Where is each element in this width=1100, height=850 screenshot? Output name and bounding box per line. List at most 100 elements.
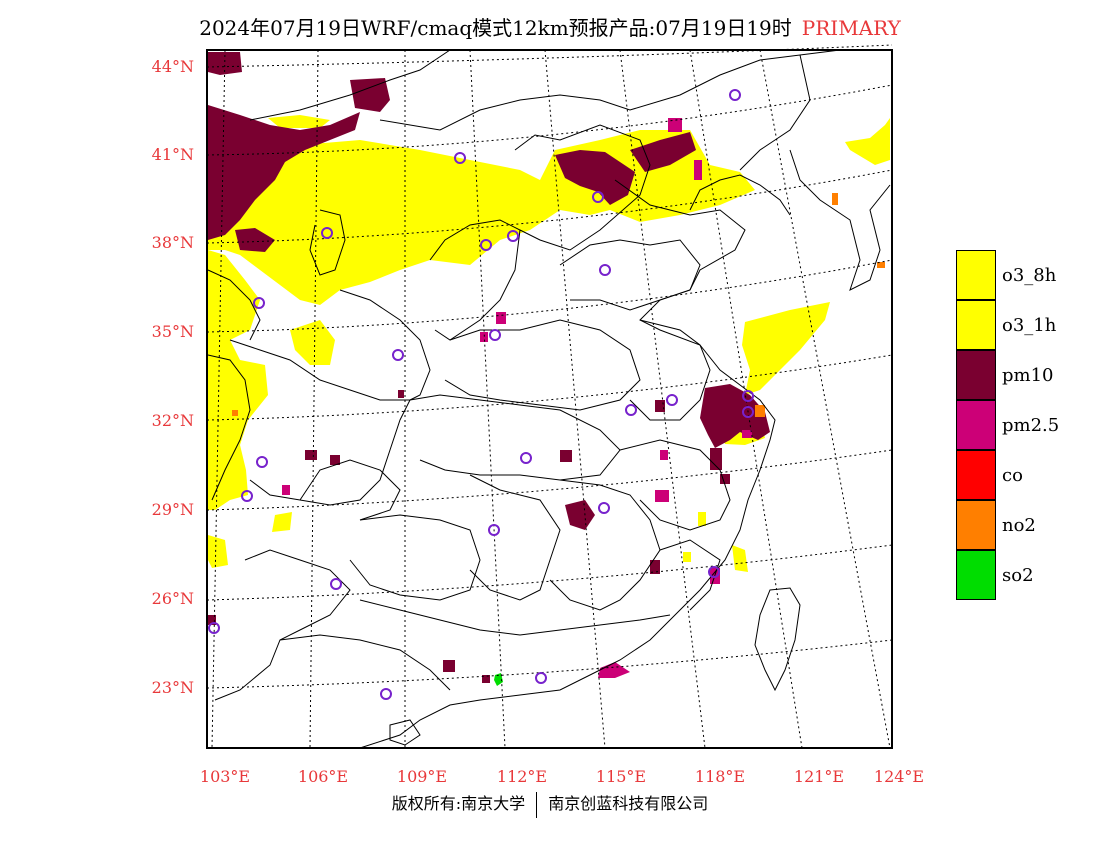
no2-region-korea [832, 193, 838, 205]
station-marker [454, 152, 466, 164]
station-marker [241, 490, 253, 502]
station-marker [520, 452, 532, 464]
boundary-shaanxi [339, 289, 431, 401]
map-title: 2024年07月19日WRF/cmaq模式12km预报产品:07月19日19时 P… [0, 12, 1100, 41]
legend-swatch-co [956, 450, 996, 500]
station-marker [599, 264, 611, 276]
boundary-anhui-zhejiang [619, 439, 731, 531]
lon-label-109: 109°E [396, 767, 448, 786]
pm10-region-henan [655, 400, 665, 412]
meridian-118 [619, 49, 706, 749]
pm10-region-guangdong [482, 675, 490, 683]
meridian-112 [469, 49, 506, 749]
lat-label-26: 26°N [151, 589, 194, 608]
boundary-henan [444, 319, 641, 411]
lat-label-35: 35°N [151, 322, 194, 341]
station-marker [742, 406, 754, 418]
boundary-yunnan [214, 549, 351, 701]
title-primary-tag: PRIMARY [801, 16, 901, 40]
boundary-hebei [514, 124, 651, 251]
legend-swatch-pm10 [956, 350, 996, 400]
station-marker [321, 227, 333, 239]
lat-label-41: 41°N [151, 145, 194, 164]
pm10-region-shanghai [700, 384, 770, 448]
pm25-region-shanghai [742, 430, 752, 438]
legend-swatch-o3-1h [956, 300, 996, 350]
pm10-region-inner-mongolia [208, 105, 360, 240]
boundary-ne [739, 54, 811, 171]
boundary-jiangsu [629, 319, 711, 421]
lon-label-112: 112°E [496, 767, 548, 786]
station-marker [208, 622, 220, 634]
o3-region-sw [208, 535, 228, 568]
boundary-north [379, 49, 841, 131]
taiwan [754, 587, 801, 692]
no2-region-shanghai [755, 405, 765, 417]
parallel-41 [206, 84, 893, 156]
pm25-region-sichuan [282, 485, 290, 495]
legend-swatch-no2 [956, 500, 996, 550]
pm10-region-fujian [650, 560, 660, 574]
boundary-guangxi-guangdong [359, 599, 671, 636]
o3-region-ne [845, 118, 890, 165]
legend-swatch-so2 [956, 550, 996, 600]
pm10-region-zhejiang [720, 474, 730, 484]
parallel-32 [206, 354, 893, 421]
station-marker [489, 329, 501, 341]
station-marker [256, 456, 268, 468]
lat-label-23: 23°N [151, 678, 194, 697]
pm10-region-jiangxi [565, 500, 595, 530]
meridian-124 [759, 49, 891, 749]
legend-label-co: co [1002, 465, 1023, 486]
boundary-gansu [207, 269, 261, 341]
no2-region-korea-south [877, 262, 885, 268]
boundary-shanxi [429, 219, 521, 341]
title-main: 2024年07月19日WRF/cmaq模式12km预报产品:07月19日19时 [199, 16, 792, 40]
parallel-35 [206, 259, 893, 333]
coastline [359, 179, 776, 749]
station-marker [488, 524, 500, 536]
graticule [206, 44, 893, 749]
lon-label-121: 121°E [793, 767, 845, 786]
o3-region-zhejiang [698, 512, 706, 526]
o3-region-guizhou [272, 512, 292, 532]
boundary-chongqing [299, 459, 401, 521]
pm10-region-guangxi [443, 660, 455, 672]
station-marker [392, 349, 404, 361]
pm25-region-shanxi [496, 312, 506, 324]
station-marker [598, 502, 610, 514]
no2-regions [232, 193, 885, 417]
station-marker [708, 566, 720, 578]
lon-label-118: 118°E [694, 767, 746, 786]
pm25-region-henan [480, 332, 488, 342]
legend-label-o3-8h: o3_8h [1002, 265, 1057, 286]
boundary-korea [789, 149, 891, 291]
lat-label-44: 44°N [151, 57, 194, 76]
meridian-115 [544, 49, 606, 749]
station-marker [380, 688, 392, 700]
legend-swatch-o3-8h [956, 250, 996, 300]
boundary-hunan-jiangxi [469, 474, 561, 601]
pm10-region-top-left [208, 52, 242, 75]
pm10-region-beijing [630, 132, 696, 172]
pm10-region-north-west [350, 78, 390, 112]
pm25-region-guangdong [598, 662, 630, 678]
boundary-jiangxi [549, 479, 661, 611]
pm25-region-hunan [655, 490, 669, 502]
station-marker [535, 672, 547, 684]
legend-label-o3-1h: o3_1h [1002, 315, 1057, 336]
boundary-fujian [659, 539, 721, 611]
parallel-38 [206, 169, 893, 244]
o3-region-yellow-sea [742, 302, 830, 395]
so2-regions [494, 673, 503, 686]
station-marker [625, 404, 637, 416]
meridian-106 [309, 49, 319, 749]
pm10-region-hubei [560, 450, 572, 462]
o3-region-west [208, 250, 268, 510]
boundary-guizhou [349, 514, 481, 601]
boundary-shandong [559, 239, 701, 311]
copyright-right: 南京创蓝科技有限公司 [548, 794, 709, 813]
copyright-divider [536, 791, 538, 818]
station-marker [507, 230, 519, 242]
